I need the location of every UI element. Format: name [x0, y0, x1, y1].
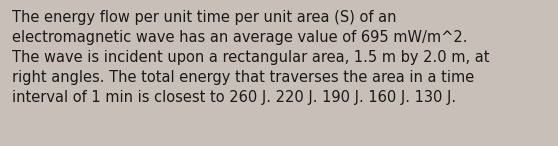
Text: The energy flow per unit time per unit area (S) of an
electromagnetic wave has a: The energy flow per unit time per unit a…: [12, 10, 489, 105]
